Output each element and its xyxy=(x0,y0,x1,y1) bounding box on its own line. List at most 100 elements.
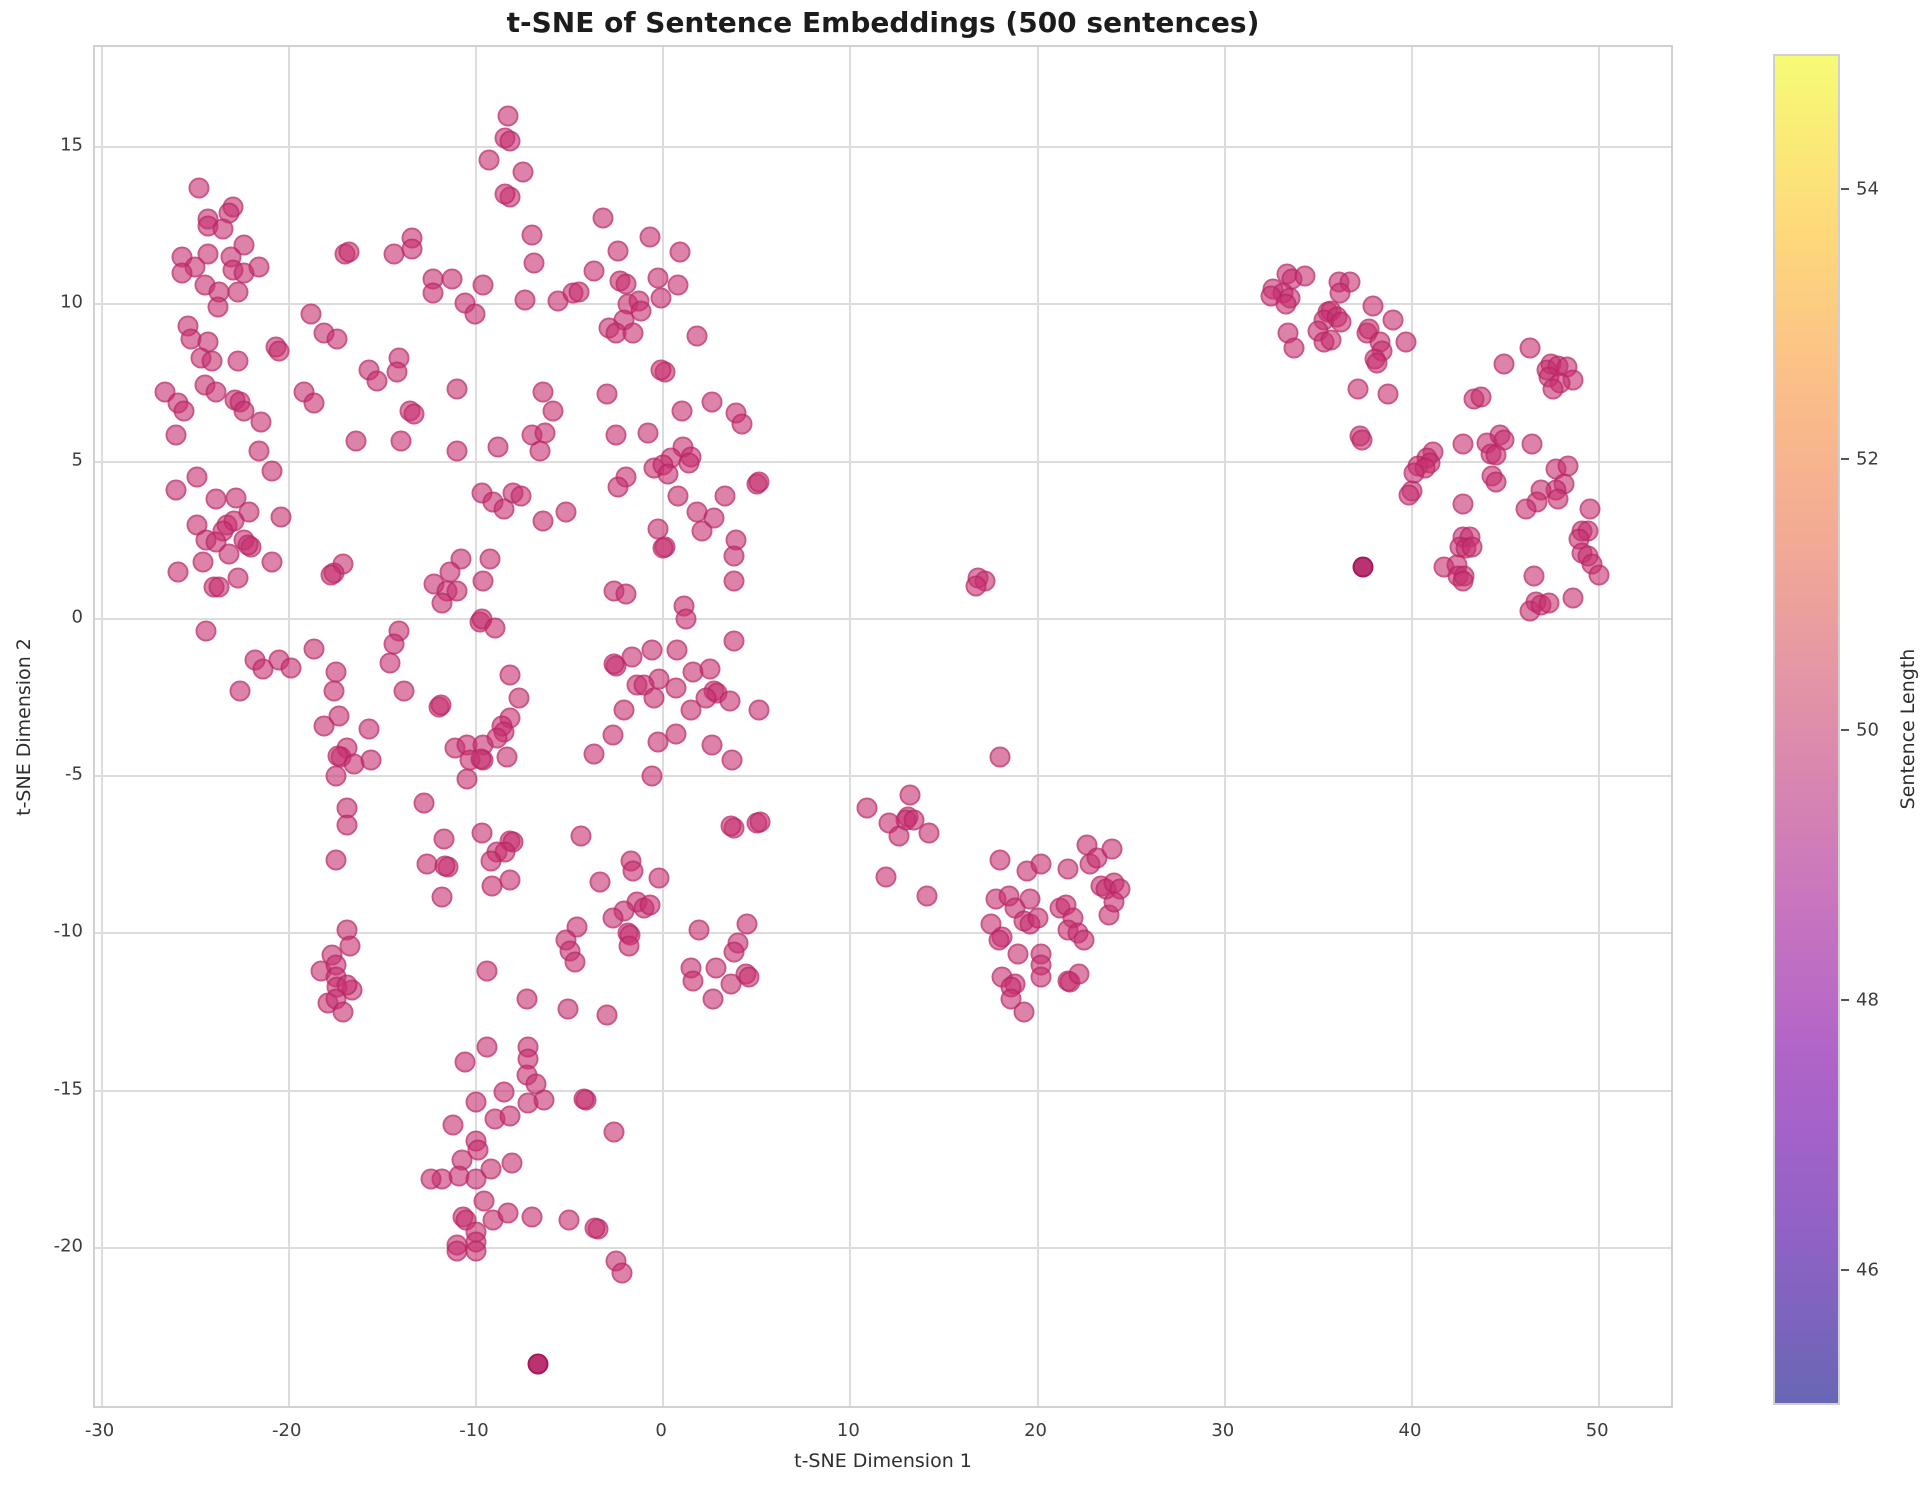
scatter-point xyxy=(731,413,753,435)
scatter-point xyxy=(1398,484,1420,506)
scatter-point xyxy=(607,240,629,262)
scatter-point xyxy=(523,252,545,274)
scatter-point xyxy=(603,1121,625,1143)
scatter-point xyxy=(1403,462,1425,484)
scatter-point xyxy=(1588,564,1610,586)
y-tick-label--15: -15 xyxy=(53,1078,83,1100)
scatter-point xyxy=(1057,858,1079,880)
scatter-point xyxy=(326,328,348,350)
scatter-point xyxy=(611,1262,633,1284)
gridline-y--10 xyxy=(95,932,1671,935)
scatter-point xyxy=(1366,352,1388,373)
scatter-point xyxy=(721,749,743,771)
scatter-point xyxy=(657,463,679,485)
scatter-point xyxy=(1523,565,1545,587)
scatter-point xyxy=(186,466,208,488)
scatter-point xyxy=(1452,433,1474,455)
gridline-x--30 xyxy=(100,47,103,1406)
scatter-point xyxy=(650,287,672,309)
scatter-point xyxy=(605,424,627,446)
scatter-point xyxy=(476,1036,498,1058)
scatter-point xyxy=(1351,429,1373,451)
scatter-point xyxy=(1485,471,1507,493)
scatter-point xyxy=(386,361,408,383)
scatter-point xyxy=(903,809,925,831)
scatter-point xyxy=(413,792,435,814)
scatter-point xyxy=(570,825,592,847)
scatter-point xyxy=(516,988,537,1010)
scatter-point xyxy=(699,658,721,680)
scatter-point xyxy=(521,224,543,246)
scatter-point-dark xyxy=(1352,556,1374,578)
scatter-point xyxy=(480,850,502,872)
x-tick-label-0: 0 xyxy=(655,1420,667,1441)
scatter-point xyxy=(701,734,723,756)
scatter-point xyxy=(532,381,554,403)
scatter-point xyxy=(584,1217,606,1239)
scatter-point xyxy=(720,815,742,837)
scatter-point xyxy=(508,687,530,708)
scatter-point xyxy=(856,797,878,819)
scatter-point xyxy=(555,501,577,523)
scatter-point xyxy=(1283,337,1305,359)
x-axis-label: t-SNE Dimension 1 xyxy=(794,1450,972,1472)
scatter-point xyxy=(434,855,456,877)
scatter-point xyxy=(665,723,687,745)
scatter-point xyxy=(596,1004,618,1026)
scatter-point xyxy=(497,1202,519,1224)
plot-area xyxy=(93,45,1673,1408)
y-tick-label-0: 0 xyxy=(71,606,83,628)
scatter-point xyxy=(493,1081,515,1103)
scatter-point xyxy=(320,564,342,586)
scatter-point xyxy=(358,718,380,740)
gridline-x-0 xyxy=(662,47,665,1406)
scatter-point xyxy=(207,296,229,318)
scatter-point xyxy=(420,1168,442,1190)
scatter-point xyxy=(465,1091,487,1113)
scatter-point xyxy=(615,583,637,605)
scatter-point xyxy=(472,274,494,296)
scatter-point xyxy=(678,452,700,474)
scatter-point xyxy=(686,325,708,347)
scatter-point xyxy=(1275,293,1297,315)
scatter-point xyxy=(205,381,227,403)
colorbar-tick-label-46: 46 xyxy=(1856,1259,1879,1281)
scatter-point xyxy=(1030,966,1052,988)
scatter-point xyxy=(499,130,521,152)
scatter-point xyxy=(250,411,272,433)
scatter-point xyxy=(325,849,347,870)
gridline-x-10 xyxy=(849,47,852,1406)
scatter-point xyxy=(671,400,693,422)
scatter-point xyxy=(675,608,697,630)
gridline-x--20 xyxy=(287,47,290,1406)
scatter-point xyxy=(252,658,274,680)
gridline-y--15 xyxy=(95,1089,1671,1092)
scatter-point xyxy=(714,485,736,507)
scatter-point xyxy=(521,1206,543,1228)
scatter-point xyxy=(736,913,758,935)
scatter-point xyxy=(669,241,691,263)
scatter-point xyxy=(496,746,518,768)
gridline-x-20 xyxy=(1036,47,1039,1406)
scatter-point xyxy=(989,849,1011,870)
x-tick-label-20: 20 xyxy=(1024,1420,1048,1441)
scatter-point xyxy=(446,440,468,462)
scatter-point xyxy=(1579,498,1601,520)
x-tick-label-40: 40 xyxy=(1398,1420,1422,1441)
y-tick-label--5: -5 xyxy=(65,763,83,785)
scatter-point xyxy=(478,149,500,171)
gridline-x-30 xyxy=(1223,47,1226,1406)
scatter-point xyxy=(641,765,663,787)
scatter-point xyxy=(1395,331,1417,353)
scatter-point xyxy=(618,935,640,957)
scatter-point xyxy=(1013,1001,1035,1023)
scatter-point xyxy=(637,422,659,444)
scatter-point xyxy=(1347,378,1369,400)
gridline-y-10 xyxy=(95,303,1671,306)
x-tick-label--10: -10 xyxy=(459,1420,489,1441)
scatter-point xyxy=(360,749,382,771)
scatter-point xyxy=(529,440,551,462)
y-tick-label--10: -10 xyxy=(53,920,83,942)
scatter-point xyxy=(514,289,536,311)
scatter-point xyxy=(499,664,521,686)
